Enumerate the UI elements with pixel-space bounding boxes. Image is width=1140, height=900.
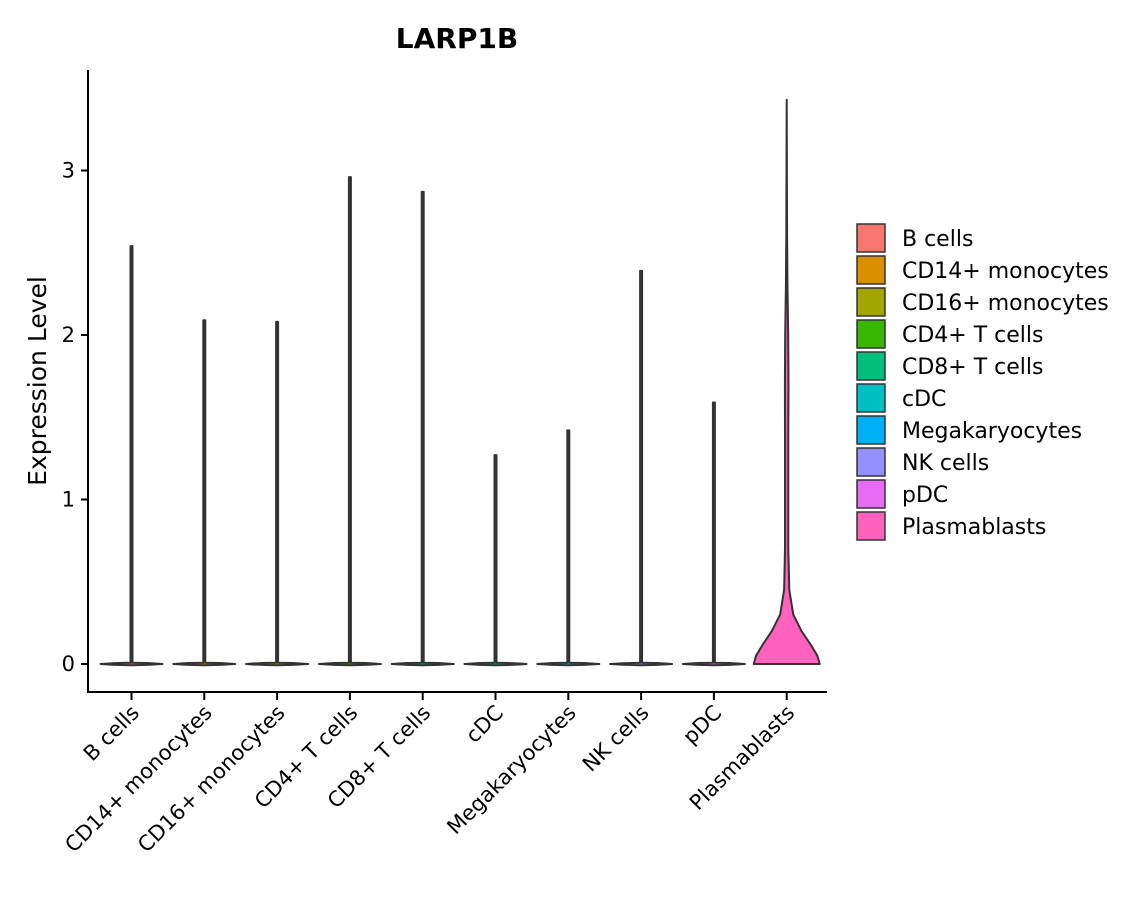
chart-title: LARP1B (396, 22, 518, 55)
legend-label: CD14+ monocytes (902, 259, 1109, 284)
legend-label: Plasmablasts (902, 515, 1046, 540)
x-tick-label: B cells (79, 701, 144, 766)
violin-cd8-t-cells (390, 190, 455, 667)
legend-swatch (856, 319, 886, 349)
legend-swatch (856, 255, 886, 285)
legend-label: B cells (902, 227, 973, 252)
x-tick-label: NK cells (578, 701, 654, 777)
legend-swatch (856, 223, 886, 253)
violin-megakaryocytes (536, 429, 601, 667)
legend-label: NK cells (902, 451, 989, 476)
x-tick-label: cDC (461, 701, 508, 748)
legend-swatch (856, 511, 886, 541)
legend-label: Megakaryocytes (902, 419, 1082, 444)
violin-b-cells (99, 245, 164, 667)
legend-swatch (856, 447, 886, 477)
legend-label: CD8+ T cells (902, 355, 1043, 380)
y-axis-title: Expression Level (23, 276, 52, 486)
legend-label: CD16+ monocytes (902, 291, 1109, 316)
legend-label: cDC (902, 387, 946, 412)
violins-group (99, 98, 821, 667)
y-tick-label: 2 (62, 323, 75, 347)
y-tick-label: 1 (62, 488, 75, 512)
x-tick-label: pDC (678, 701, 726, 749)
legend-swatch (856, 415, 886, 445)
violin-cd14-monocytes (172, 319, 237, 667)
x-tick-label: Megakaryocytes (442, 701, 581, 840)
violin-cdc (463, 454, 528, 667)
legend-swatch (856, 351, 886, 381)
y-ticks-group: 0 1 2 3 (62, 159, 88, 676)
legend-label: pDC (902, 483, 948, 508)
legend-swatch (856, 287, 886, 317)
legend-swatch (856, 383, 886, 413)
violin-cd4-t-cells (317, 176, 382, 667)
violin-pdc (681, 401, 746, 667)
y-tick-label: 3 (62, 159, 75, 183)
violin-nk-cells (609, 269, 674, 667)
violin-plasmablasts (752, 98, 821, 665)
y-tick-label: 0 (62, 652, 75, 676)
legend: B cells CD14+ monocytes CD16+ monocytes CD4… (856, 223, 1109, 541)
legend-swatch (856, 479, 886, 509)
legend-label: CD4+ T cells (902, 323, 1043, 348)
violin-cd16-monocytes (245, 320, 310, 667)
